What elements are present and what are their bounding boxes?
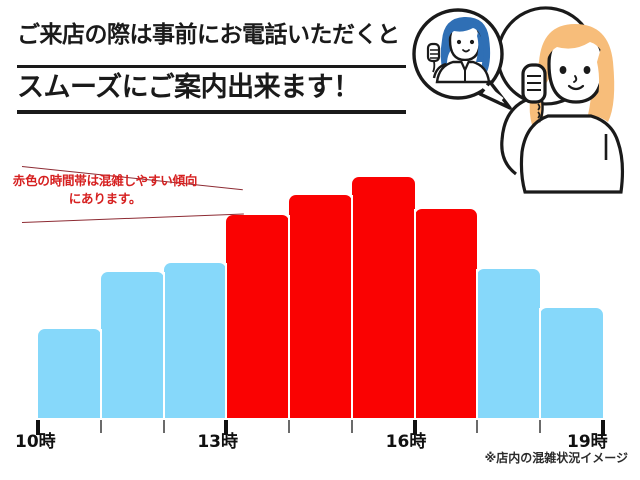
bar-separator bbox=[162, 271, 165, 418]
bar-17時 bbox=[477, 269, 541, 418]
staff-avatar bbox=[426, 16, 491, 84]
bar-separator bbox=[476, 269, 479, 418]
axis-label-19時: 19時 bbox=[567, 432, 608, 452]
bar-separator bbox=[288, 215, 291, 418]
bar-16時 bbox=[414, 209, 478, 418]
axis-tick-minor bbox=[288, 420, 291, 433]
bar-13時 bbox=[226, 215, 290, 418]
bar-12時 bbox=[163, 263, 227, 418]
axis-label-10時: 10時 bbox=[15, 432, 56, 452]
axis-tick-minor bbox=[476, 420, 479, 433]
axis-tick-major bbox=[224, 420, 229, 435]
axis-tick-minor bbox=[162, 420, 165, 433]
customer-avatar bbox=[500, 24, 625, 194]
axis-tick-minor bbox=[99, 420, 102, 433]
bar-separator bbox=[539, 307, 542, 418]
axis-tick-major bbox=[412, 420, 417, 435]
bar-separator bbox=[225, 263, 228, 418]
staff-hand-holding-phone bbox=[426, 42, 441, 73]
woman-on-phone-illustration bbox=[412, 6, 625, 194]
axis-label-16時: 16時 bbox=[385, 432, 427, 452]
headline-secondary: スムーズにご案内出来ます！ bbox=[17, 72, 360, 103]
customer-hand-holding-phone bbox=[521, 63, 547, 123]
bar-10時 bbox=[38, 328, 101, 418]
bar-separator bbox=[413, 209, 416, 418]
axis-label-13時: 13時 bbox=[197, 432, 238, 452]
axis-tick-minor bbox=[350, 420, 353, 433]
bar-separator bbox=[99, 328, 102, 418]
headline-divider-bottom bbox=[17, 110, 406, 114]
bar-separator bbox=[350, 194, 353, 418]
axis-tick-minor bbox=[539, 420, 542, 433]
chart-footnote: ※店内の混雑状況イメージ bbox=[484, 451, 628, 465]
axis-tick-major bbox=[601, 420, 605, 435]
annotation-text: 赤色の時間帯は混雑しやすい傾向にあります。 bbox=[12, 173, 198, 207]
bar-18時 bbox=[540, 307, 603, 418]
bar-15時 bbox=[351, 176, 415, 418]
headline-divider-top bbox=[17, 65, 406, 68]
headline-primary: ご来店の際は事前にお電話いただくと bbox=[17, 22, 400, 48]
bar-11時 bbox=[100, 271, 164, 418]
bar-14時 bbox=[289, 194, 352, 418]
axis-tick-major bbox=[36, 420, 40, 435]
